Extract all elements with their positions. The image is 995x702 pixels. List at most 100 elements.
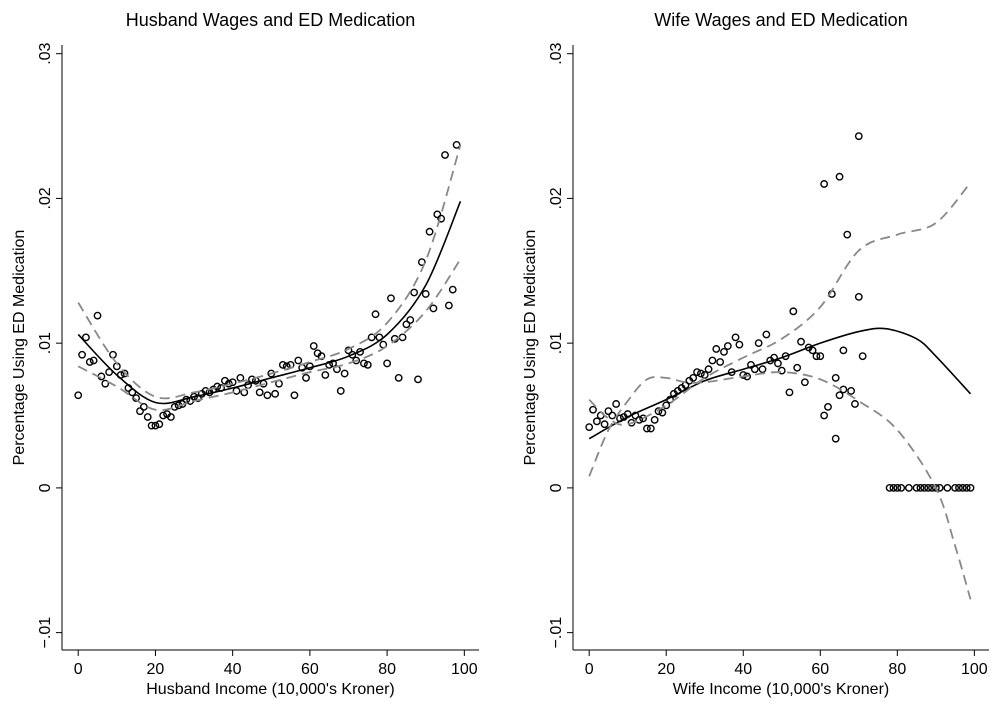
point	[294, 356, 303, 365]
chart-title: Husband Wages and ED Medication	[126, 10, 416, 30]
point	[433, 210, 442, 219]
point	[835, 172, 844, 181]
point	[336, 387, 345, 395]
point	[962, 483, 971, 492]
point	[406, 316, 415, 324]
point	[585, 423, 594, 432]
point	[800, 378, 809, 387]
point	[589, 405, 597, 414]
point	[352, 356, 361, 365]
point	[646, 424, 655, 433]
point	[847, 387, 856, 395]
x-axis-label: Wife Income (10,000's Kroner)	[673, 681, 889, 698]
point	[885, 483, 894, 492]
point	[213, 382, 222, 391]
point	[429, 304, 438, 313]
point	[448, 285, 457, 294]
x-tick-label: 40	[224, 661, 242, 678]
point	[700, 371, 709, 379]
point	[105, 368, 114, 377]
point	[658, 408, 667, 417]
point	[839, 346, 848, 355]
point	[854, 292, 863, 301]
x-tick-label: 60	[301, 661, 319, 678]
point	[263, 391, 272, 400]
point	[931, 483, 940, 492]
point	[383, 359, 392, 368]
point	[360, 359, 368, 368]
point	[835, 391, 844, 400]
point	[808, 346, 817, 355]
point	[793, 363, 802, 372]
point	[831, 434, 840, 443]
point	[858, 352, 867, 361]
point	[843, 230, 852, 239]
chart-title: Wife Wages and ED Medication	[654, 10, 907, 30]
point	[417, 258, 426, 267]
x-tick-label: 20	[147, 661, 165, 678]
point	[955, 483, 963, 492]
point	[639, 414, 648, 423]
point	[155, 420, 164, 429]
point	[248, 375, 256, 384]
point	[371, 310, 380, 319]
point	[966, 483, 975, 492]
point	[271, 389, 280, 398]
panel: Wife Wages and ED Medication Wife Income …	[522, 10, 989, 698]
point	[924, 483, 933, 492]
x-tick-label: 20	[657, 661, 675, 678]
point	[421, 290, 430, 298]
y-tick-label: −.01	[37, 617, 54, 649]
point	[797, 337, 805, 346]
point	[754, 339, 763, 348]
y-tick-label: .01	[37, 332, 54, 354]
point	[604, 407, 613, 416]
point	[731, 333, 740, 342]
point	[592, 417, 601, 426]
point	[136, 407, 144, 416]
point	[662, 401, 671, 410]
x-tick-label: 60	[811, 661, 829, 678]
point	[398, 333, 407, 342]
point	[452, 140, 461, 149]
point	[893, 483, 902, 492]
point	[101, 379, 110, 388]
point	[387, 294, 395, 303]
point	[325, 360, 334, 369]
point	[159, 411, 168, 420]
point	[689, 373, 698, 382]
point	[716, 358, 725, 366]
point	[654, 407, 663, 416]
point	[228, 378, 237, 387]
point	[437, 214, 446, 223]
point	[643, 424, 651, 433]
y-tick-label: .02	[37, 187, 54, 209]
point	[820, 411, 829, 420]
ci-line	[588, 371, 972, 600]
point	[74, 391, 83, 400]
fit-line	[77, 201, 462, 405]
x-tick-label: 0	[74, 661, 83, 678]
point	[425, 227, 434, 236]
point	[693, 368, 701, 377]
point	[78, 350, 86, 359]
point	[696, 369, 705, 378]
point	[920, 483, 929, 492]
x-tick-label: 80	[378, 661, 396, 678]
ci-line	[77, 258, 462, 412]
point	[414, 375, 422, 384]
point	[704, 365, 713, 374]
point	[139, 402, 148, 411]
point	[402, 320, 411, 329]
point	[410, 288, 419, 297]
point	[82, 333, 90, 342]
point	[132, 394, 141, 403]
y-tick-label: .02	[548, 187, 565, 209]
point	[851, 400, 859, 408]
point	[348, 350, 357, 359]
point	[739, 371, 748, 379]
point	[831, 373, 840, 382]
panel: Husband Wages and ED Medication Husband I…	[11, 10, 479, 698]
point	[889, 483, 898, 492]
point	[820, 180, 829, 188]
